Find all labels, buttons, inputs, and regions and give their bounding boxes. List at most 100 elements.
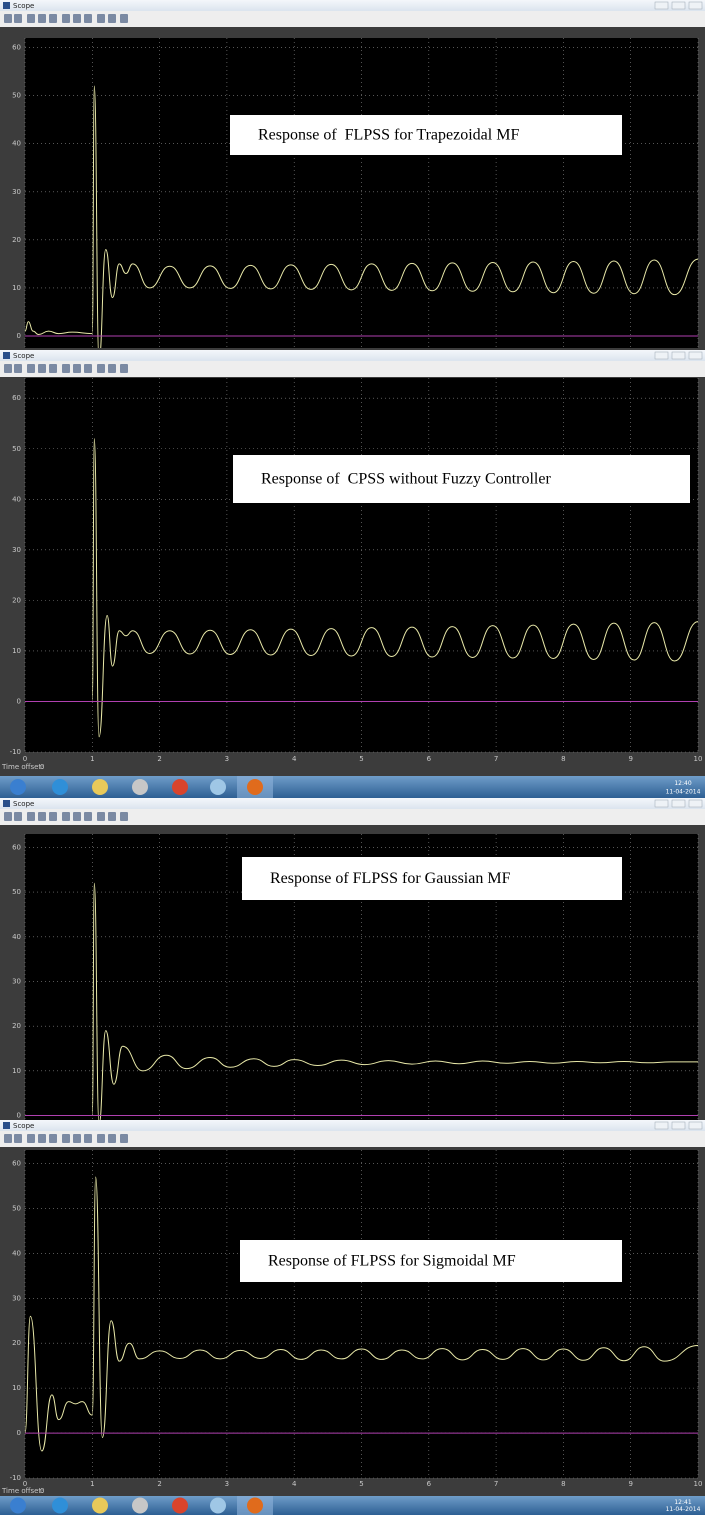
window-control[interactable] — [689, 800, 702, 807]
window-icon — [3, 352, 10, 359]
taskbar-icon[interactable] — [210, 1498, 226, 1514]
y-tick-label: 10 — [12, 1384, 21, 1392]
window-icon — [3, 1122, 10, 1129]
y-tick-label: 60 — [12, 44, 21, 52]
toolbar-button[interactable] — [4, 1134, 12, 1143]
taskbar-icon[interactable] — [52, 1498, 68, 1514]
y-tick-label: 10 — [12, 647, 21, 655]
toolbar-button[interactable] — [27, 1134, 35, 1143]
toolbar — [0, 809, 705, 825]
toolbar-button[interactable] — [108, 364, 116, 373]
taskbar-icon[interactable] — [10, 779, 26, 795]
toolbar-button[interactable] — [84, 1134, 92, 1143]
toolbar-button[interactable] — [62, 364, 70, 373]
taskbar-icon[interactable] — [10, 1498, 26, 1514]
toolbar-button[interactable] — [97, 14, 105, 23]
toolbar-button[interactable] — [120, 1134, 128, 1143]
toolbar-button[interactable] — [108, 1134, 116, 1143]
toolbar-button[interactable] — [97, 1134, 105, 1143]
toolbar-button[interactable] — [4, 812, 12, 821]
toolbar-button[interactable] — [38, 14, 46, 23]
window-control[interactable] — [689, 1122, 702, 1129]
clock-time: 12:40 — [674, 780, 691, 787]
toolbar — [0, 1131, 705, 1147]
title-bar — [0, 1120, 705, 1131]
window-control[interactable] — [655, 352, 668, 359]
toolbar-button[interactable] — [38, 1134, 46, 1143]
window-control[interactable] — [672, 2, 685, 9]
y-tick-label: 60 — [12, 843, 21, 851]
taskbar-icon[interactable] — [247, 779, 263, 795]
x-tick-label: 7 — [494, 755, 498, 763]
taskbar-icon[interactable] — [52, 779, 68, 795]
toolbar-button[interactable] — [49, 364, 57, 373]
toolbar-button[interactable] — [108, 812, 116, 821]
taskbar-icon[interactable] — [132, 779, 148, 795]
toolbar-button[interactable] — [84, 14, 92, 23]
toolbar-button[interactable] — [62, 14, 70, 23]
toolbar-button[interactable] — [97, 812, 105, 821]
taskbar-icon[interactable] — [247, 1498, 263, 1514]
x-tick-label: 3 — [225, 1480, 229, 1488]
toolbar-button[interactable] — [14, 1134, 22, 1143]
time-offset-label: Time offset: — [1, 1487, 44, 1495]
taskbar-icon[interactable] — [172, 1498, 188, 1514]
annotation: Response of FLPSS for Sigmoidal MF — [268, 1253, 516, 1270]
annotation: Response of FLPSS for Trapezoidal MF — [258, 127, 519, 144]
y-tick-label: 30 — [12, 977, 21, 985]
toolbar-button[interactable] — [120, 14, 128, 23]
clock-time: 12:41 — [674, 1499, 691, 1506]
window-control[interactable] — [655, 1122, 668, 1129]
window-icon — [3, 800, 10, 807]
toolbar-button[interactable] — [49, 812, 57, 821]
toolbar-button[interactable] — [108, 14, 116, 23]
y-tick-label: 0 — [17, 332, 21, 340]
taskbar-icon[interactable] — [92, 1498, 108, 1514]
toolbar-button[interactable] — [73, 1134, 81, 1143]
toolbar-button[interactable] — [84, 812, 92, 821]
toolbar-button[interactable] — [120, 364, 128, 373]
toolbar-button[interactable] — [73, 364, 81, 373]
title-bar — [0, 798, 705, 809]
window-control[interactable] — [672, 800, 685, 807]
window-control[interactable] — [672, 352, 685, 359]
x-tick-label: 3 — [225, 755, 229, 763]
x-tick-label: 1 — [90, 755, 94, 763]
toolbar-button[interactable] — [73, 812, 81, 821]
toolbar-button[interactable] — [84, 364, 92, 373]
toolbar-button[interactable] — [14, 14, 22, 23]
toolbar-button[interactable] — [27, 812, 35, 821]
toolbar-button[interactable] — [62, 1134, 70, 1143]
taskbar-icon[interactable] — [132, 1498, 148, 1514]
x-tick-label: 2 — [157, 755, 161, 763]
taskbar-icon[interactable] — [92, 779, 108, 795]
x-tick-label: 9 — [628, 755, 632, 763]
window-control[interactable] — [689, 352, 702, 359]
toolbar-button[interactable] — [4, 364, 12, 373]
toolbar-button[interactable] — [62, 812, 70, 821]
window-icon — [3, 2, 10, 9]
y-tick-label: 50 — [12, 1204, 21, 1212]
toolbar-button[interactable] — [4, 14, 12, 23]
toolbar-button[interactable] — [73, 14, 81, 23]
toolbar-button[interactable] — [27, 14, 35, 23]
window-control[interactable] — [655, 2, 668, 9]
taskbar-icon[interactable] — [172, 779, 188, 795]
window-control[interactable] — [672, 1122, 685, 1129]
taskbar-icon[interactable] — [210, 779, 226, 795]
x-tick-label: 10 — [694, 1480, 703, 1488]
toolbar-button[interactable] — [49, 1134, 57, 1143]
window-control[interactable] — [655, 800, 668, 807]
window-control[interactable] — [689, 2, 702, 9]
y-tick-label: 50 — [12, 92, 21, 100]
toolbar-button[interactable] — [120, 812, 128, 821]
toolbar-button[interactable] — [38, 812, 46, 821]
y-tick-label: 40 — [12, 1249, 21, 1257]
toolbar-button[interactable] — [27, 364, 35, 373]
toolbar-button[interactable] — [49, 14, 57, 23]
x-tick-label: 0 — [23, 755, 27, 763]
toolbar-button[interactable] — [97, 364, 105, 373]
toolbar-button[interactable] — [14, 812, 22, 821]
toolbar-button[interactable] — [14, 364, 22, 373]
toolbar-button[interactable] — [38, 364, 46, 373]
